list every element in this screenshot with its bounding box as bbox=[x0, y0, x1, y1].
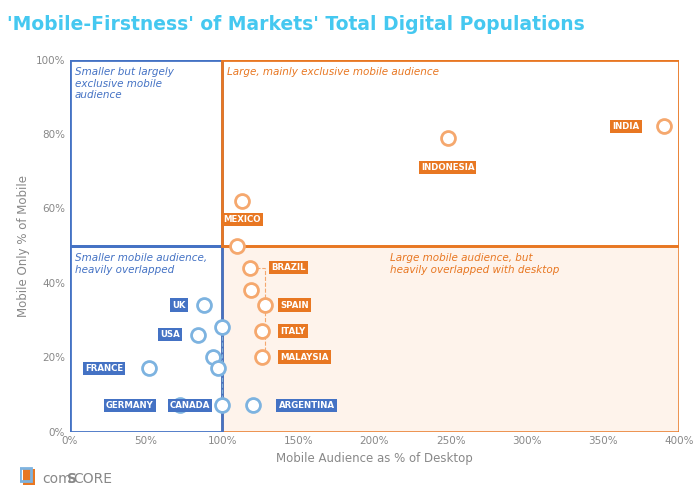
Text: CANADA: CANADA bbox=[169, 401, 210, 410]
Text: ARGENTINA: ARGENTINA bbox=[279, 401, 335, 410]
Text: Smaller mobile audience,
heavily overlapped: Smaller mobile audience, heavily overlap… bbox=[75, 253, 206, 275]
Text: Smaller but largely
exclusive mobile
audience: Smaller but largely exclusive mobile aud… bbox=[75, 67, 174, 100]
Text: MALAYSIA: MALAYSIA bbox=[280, 353, 328, 362]
Text: GERMANY: GERMANY bbox=[106, 401, 154, 410]
Bar bbox=[20, 468, 31, 482]
Text: 'Mobile-Firstness' of Markets' Total Digital Populations: 'Mobile-Firstness' of Markets' Total Dig… bbox=[7, 15, 584, 34]
Text: SPAIN: SPAIN bbox=[280, 301, 309, 310]
Text: Large mobile audience, but
heavily overlapped with desktop: Large mobile audience, but heavily overl… bbox=[390, 253, 559, 275]
Text: UK: UK bbox=[172, 301, 186, 310]
Text: BRAZIL: BRAZIL bbox=[271, 263, 305, 272]
FancyBboxPatch shape bbox=[223, 246, 679, 432]
Text: FRANCE: FRANCE bbox=[85, 364, 123, 373]
Text: S: S bbox=[67, 472, 77, 486]
Bar bbox=[23, 469, 35, 485]
Y-axis label: Mobile Only % of Mobile: Mobile Only % of Mobile bbox=[17, 175, 30, 316]
Text: INDONESIA: INDONESIA bbox=[421, 163, 475, 172]
Text: INDIA: INDIA bbox=[612, 122, 639, 131]
Text: CORE: CORE bbox=[73, 472, 112, 486]
Text: USA: USA bbox=[160, 330, 180, 339]
Text: MEXICO: MEXICO bbox=[223, 215, 261, 224]
X-axis label: Mobile Audience as % of Desktop: Mobile Audience as % of Desktop bbox=[276, 452, 473, 465]
Text: com: com bbox=[42, 472, 71, 486]
Text: ITALY: ITALY bbox=[280, 326, 305, 336]
Text: Large, mainly exclusive mobile audience: Large, mainly exclusive mobile audience bbox=[227, 67, 439, 77]
